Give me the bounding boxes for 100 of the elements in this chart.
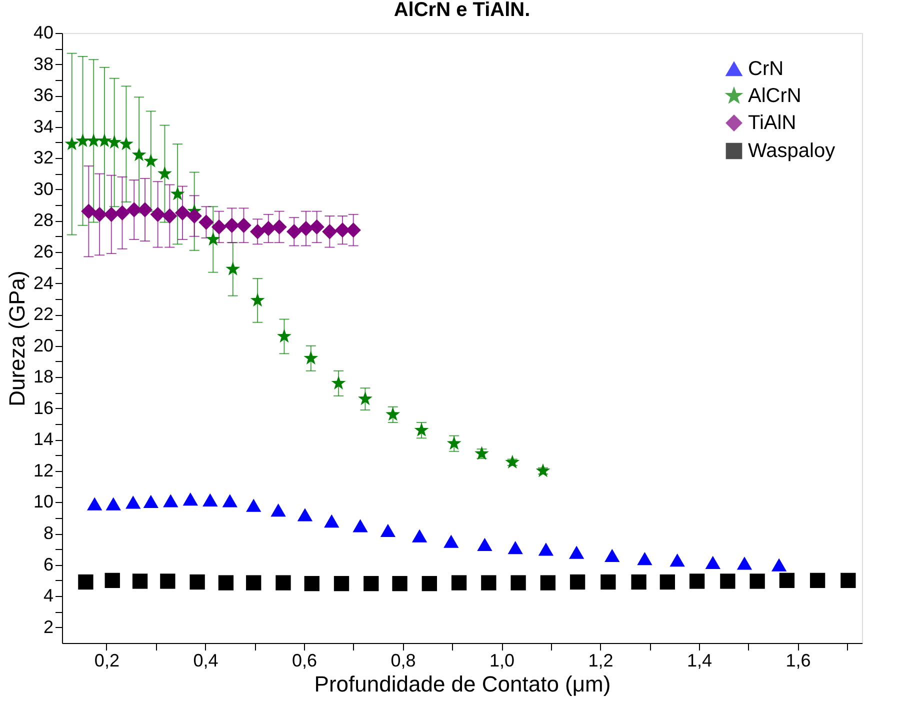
x-tick-label: 1,2 <box>588 650 614 670</box>
point <box>218 575 234 590</box>
point <box>198 214 214 230</box>
point <box>132 147 146 162</box>
point <box>304 576 320 592</box>
point <box>670 554 685 567</box>
point <box>107 134 122 149</box>
point <box>170 186 185 200</box>
y-tick-label: 18 <box>33 366 54 387</box>
y-tick-label: 28 <box>33 210 54 230</box>
point <box>64 136 80 150</box>
point <box>250 224 266 240</box>
point <box>840 572 856 588</box>
point <box>76 133 90 148</box>
point <box>162 208 178 224</box>
point <box>481 575 496 590</box>
point <box>132 574 148 589</box>
x-tick-label: 1,6 <box>786 650 811 670</box>
x-tick-label: 0,4 <box>193 650 218 670</box>
x-tick-label: 1,4 <box>687 650 712 670</box>
legend-label: AlCrN <box>748 85 802 107</box>
point <box>104 206 119 222</box>
point <box>324 514 340 528</box>
point <box>771 558 787 572</box>
y-tick-label: 32 <box>33 148 54 168</box>
y-tick-label: 40 <box>33 22 54 42</box>
y-tick-label: 10 <box>33 492 54 512</box>
point <box>510 575 526 590</box>
point <box>309 219 324 235</box>
point <box>163 494 178 508</box>
point <box>276 575 291 590</box>
point <box>236 218 252 233</box>
legend-label: TiAlN <box>748 112 796 134</box>
point <box>277 328 292 343</box>
point <box>158 166 172 180</box>
y-tick-label: 2 <box>43 616 54 637</box>
x-tick-label: 0,8 <box>390 650 416 670</box>
point <box>720 574 736 589</box>
point <box>270 503 286 517</box>
point <box>380 524 396 537</box>
point <box>637 552 652 566</box>
point <box>297 508 313 522</box>
point <box>304 350 318 364</box>
point <box>631 574 646 590</box>
y-tick-label: 36 <box>33 85 54 106</box>
point <box>118 136 134 150</box>
y-tick-label: 16 <box>33 398 54 418</box>
point <box>451 575 467 590</box>
point <box>92 206 108 222</box>
point <box>477 538 492 552</box>
point <box>104 572 120 588</box>
point <box>272 219 287 235</box>
y-tick-label: 26 <box>33 241 54 262</box>
point <box>412 529 428 542</box>
point <box>87 497 102 510</box>
point <box>446 436 462 450</box>
y-tick-label: 22 <box>33 304 54 324</box>
point <box>331 376 346 390</box>
point <box>260 220 276 236</box>
point <box>779 572 795 588</box>
point <box>474 446 489 460</box>
point <box>705 556 720 570</box>
y-axis-title: Dureza (GPa) <box>4 270 30 406</box>
point <box>536 463 550 478</box>
point <box>660 574 676 590</box>
point <box>570 574 586 590</box>
point <box>86 133 101 148</box>
chart-title: AlCrN e TiAlN. <box>394 0 530 21</box>
point <box>422 576 437 592</box>
y-tick-label: 8 <box>43 523 54 544</box>
y-tick-label: 14 <box>33 429 54 450</box>
point <box>750 574 765 589</box>
point <box>508 541 523 554</box>
point <box>182 492 198 506</box>
point <box>174 205 190 220</box>
x-tick-label: 0,6 <box>292 650 317 670</box>
point <box>224 218 240 233</box>
point <box>202 493 218 506</box>
point <box>81 204 96 219</box>
point <box>538 542 554 556</box>
point <box>364 576 379 592</box>
point <box>540 575 556 590</box>
x-axis-title: Profundidade de Contato (μm) <box>314 672 611 696</box>
point <box>78 574 94 590</box>
point <box>392 576 408 592</box>
point <box>114 205 130 220</box>
point <box>211 219 227 235</box>
point <box>222 494 238 508</box>
point <box>334 576 350 592</box>
y-tick-label: 30 <box>33 178 54 199</box>
point <box>226 262 240 276</box>
point <box>346 222 361 238</box>
x-tick-label: 1,0 <box>489 650 515 670</box>
point <box>246 575 262 590</box>
point <box>322 224 338 240</box>
point <box>250 292 265 307</box>
legend-label: Waspaloy <box>748 140 836 162</box>
point <box>689 574 705 589</box>
y-tick-label: 34 <box>33 116 54 136</box>
point <box>143 494 158 508</box>
